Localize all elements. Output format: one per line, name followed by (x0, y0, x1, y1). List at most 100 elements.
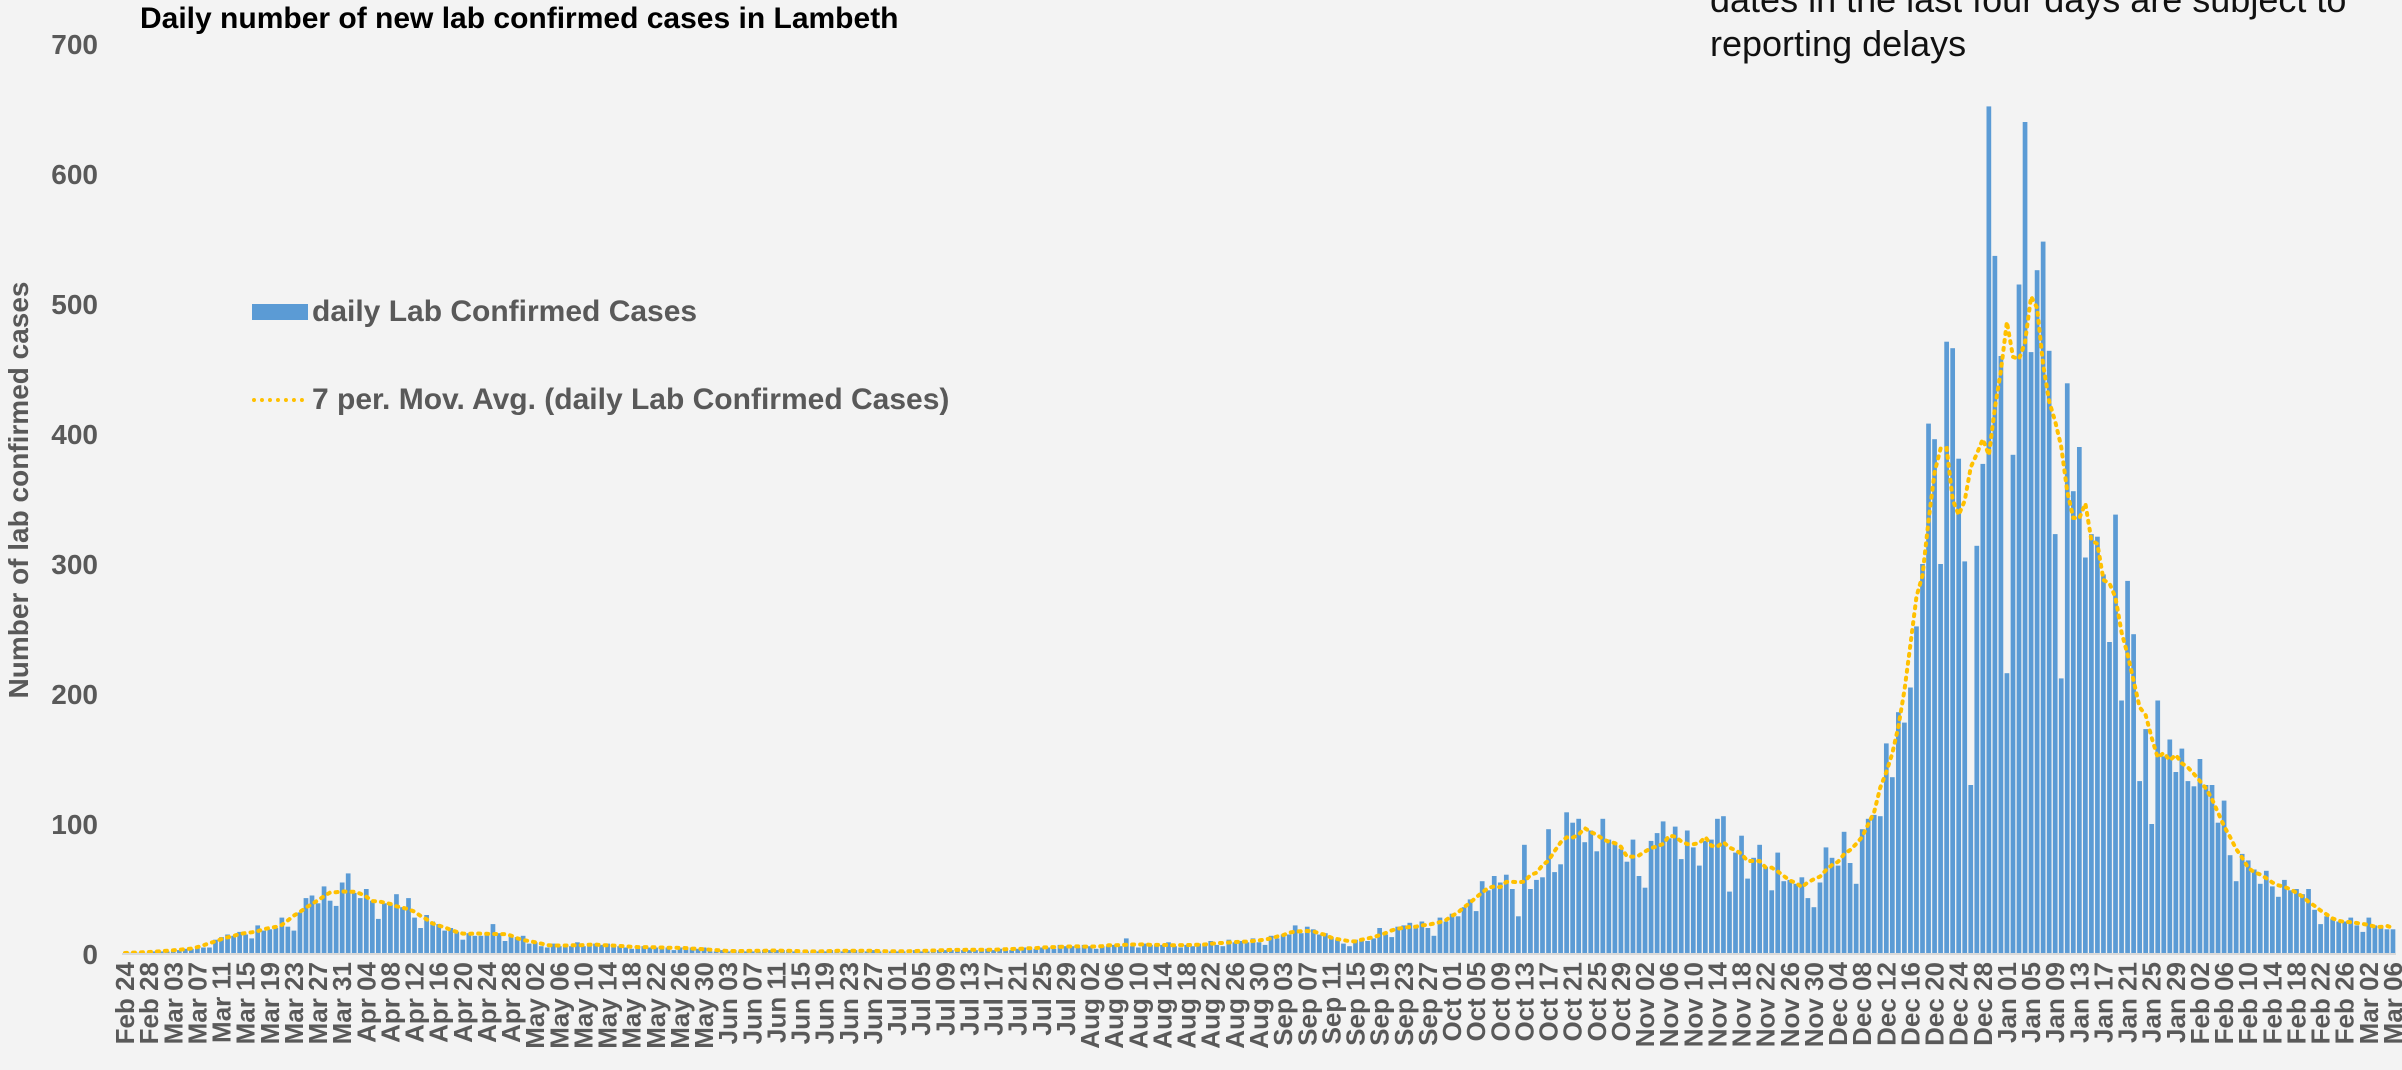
bar (864, 951, 870, 954)
bar (1093, 948, 1099, 954)
bar (158, 951, 164, 954)
bar (369, 900, 375, 954)
bar (189, 948, 194, 954)
bar (1359, 941, 1364, 954)
bar (2004, 673, 2010, 954)
bar (1636, 876, 1642, 954)
bar (743, 951, 749, 954)
bar (406, 898, 411, 954)
bar (2028, 352, 2034, 955)
bar (1606, 839, 1612, 954)
x-tick-label: Oct 09 (1485, 962, 1515, 1042)
bar (1956, 458, 1962, 954)
bar (333, 905, 339, 954)
bar (1648, 840, 1654, 954)
bar (1238, 941, 1244, 954)
bar (1353, 939, 1358, 954)
bar (1081, 944, 1087, 954)
moving-average-series (123, 290, 2395, 955)
x-tick-label: Feb 02 (2185, 962, 2215, 1044)
bar (1425, 928, 1431, 954)
bar (1703, 840, 1708, 954)
bar (1564, 812, 1569, 954)
y-tick-label: 200 (51, 679, 98, 710)
x-tick-label: Feb 22 (2306, 962, 2336, 1044)
bar (2378, 928, 2384, 954)
bar (1787, 879, 1793, 954)
legend-item-daily-cases: daily Lab Confirmed Cases (252, 290, 949, 334)
bar (2263, 870, 2269, 954)
x-tick-label: Sep 23 (1389, 962, 1419, 1046)
bar (677, 947, 683, 954)
bar (454, 931, 460, 954)
bar (725, 951, 731, 954)
bar (297, 912, 303, 954)
bar (1503, 874, 1509, 954)
bar (164, 951, 170, 954)
bar (1739, 835, 1744, 954)
bar (448, 928, 454, 954)
bar (279, 917, 285, 954)
x-tick-label: Mar 06 (2378, 962, 2402, 1044)
bar (2058, 678, 2064, 954)
x-tick-label: Sep 03 (1268, 962, 1298, 1046)
x-tick-label: Jul 29 (1051, 962, 1081, 1036)
bar (1057, 944, 1063, 954)
x-tick-label: Dec 08 (1847, 962, 1877, 1046)
bar (1877, 816, 1883, 954)
bar (502, 941, 508, 954)
bar (1045, 947, 1051, 954)
bar (689, 947, 695, 954)
bar (1111, 944, 1117, 954)
bar (707, 951, 713, 954)
bar (478, 935, 484, 954)
bar (1214, 944, 1220, 954)
x-tick-label: Jan 25 (2137, 962, 2167, 1043)
bar (2209, 785, 2215, 954)
y-tick-label: 500 (51, 289, 98, 320)
bar (1962, 561, 1968, 954)
bar (2113, 514, 2118, 954)
bar (1148, 944, 1153, 954)
x-tick-label: Aug 30 (1244, 962, 1274, 1049)
bar (2155, 700, 2161, 954)
bar (1220, 946, 1226, 954)
bar (436, 924, 442, 954)
bar (1154, 944, 1159, 954)
bar (1184, 944, 1189, 954)
x-tick-label: Oct 05 (1461, 962, 1491, 1042)
bar (388, 904, 393, 954)
bar (1087, 946, 1093, 954)
bar (2167, 739, 2173, 954)
bar (2390, 929, 2396, 954)
bar (1413, 926, 1419, 954)
bar (1256, 942, 1262, 954)
bar (496, 933, 502, 954)
bar (231, 935, 236, 954)
bar (2336, 921, 2342, 954)
bar (599, 944, 604, 954)
bar (267, 929, 273, 954)
bar (1329, 937, 1334, 954)
bar (949, 950, 954, 954)
x-tick-label: Mar 03 (158, 962, 188, 1044)
bar (1365, 941, 1370, 954)
chart-note: dates in the last four days are subject … (1710, 0, 2346, 64)
x-tick-label: Jul 05 (906, 962, 936, 1036)
bar (1823, 847, 1829, 954)
bar (562, 946, 568, 954)
bar (303, 898, 309, 954)
bar (1745, 878, 1750, 954)
bar (1136, 947, 1141, 954)
bar (2016, 284, 2022, 954)
bar (2149, 824, 2155, 954)
bar (1847, 863, 1853, 954)
bar (1769, 890, 1775, 954)
x-tick-label: Aug 26 (1220, 962, 1250, 1049)
moving-average-line (123, 290, 2395, 955)
bar (1009, 950, 1015, 954)
bar (237, 931, 242, 954)
x-tick-label: Jul 01 (882, 962, 912, 1036)
bar (1896, 712, 1901, 954)
bar (2089, 534, 2094, 954)
